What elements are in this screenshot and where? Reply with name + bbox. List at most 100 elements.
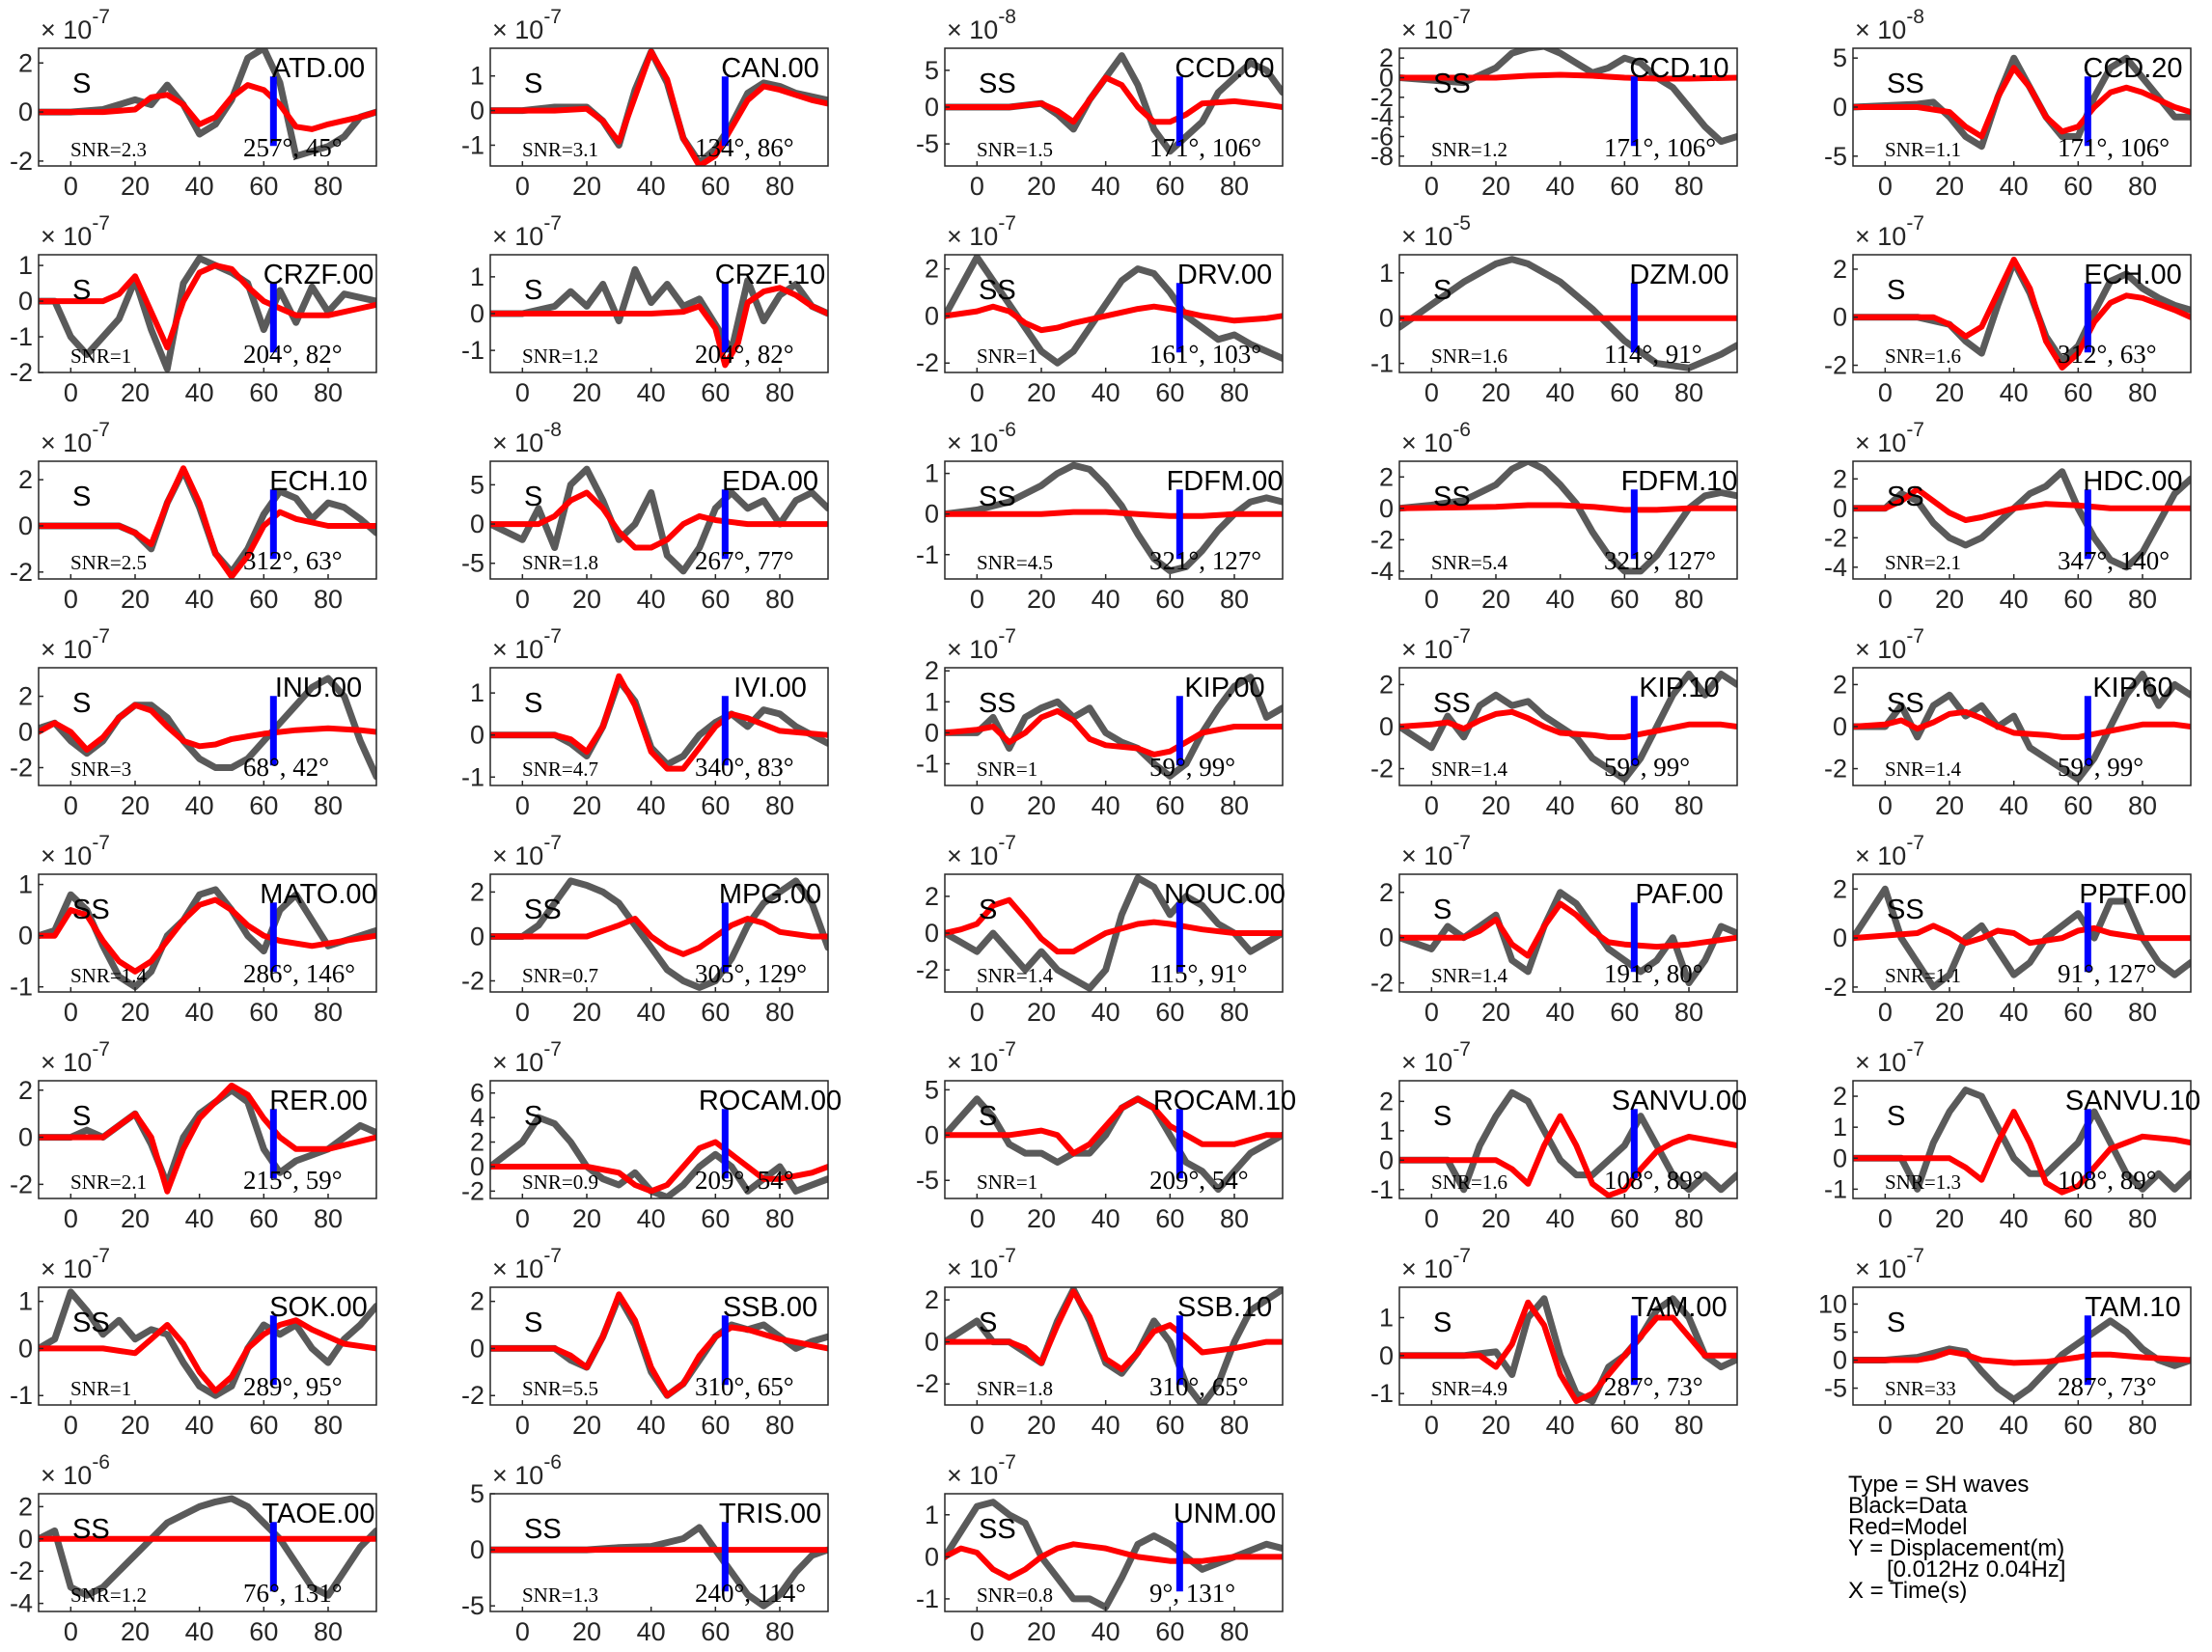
- phase-label: S: [1433, 275, 1452, 306]
- plot-area: [945, 255, 1283, 367]
- plot-area: [490, 465, 828, 575]
- y-tick-label: 0: [470, 96, 484, 125]
- x-tick-label: 60: [1155, 585, 1184, 614]
- azimuth-label: 267°, 77°: [695, 546, 794, 575]
- model-trace: [1853, 257, 2191, 371]
- plot-area: [1399, 1295, 1737, 1405]
- x-tick-label: 0: [515, 998, 530, 1027]
- y-exponent: × 10-6: [492, 1451, 562, 1490]
- x-tick-label: 40: [1546, 1411, 1575, 1440]
- y-exponent-power: -6: [998, 419, 1016, 441]
- snr-label: SNR=1: [977, 344, 1037, 368]
- data-trace: [39, 255, 376, 372]
- y-tick-label: 2: [925, 255, 939, 284]
- y-tick-label: 0: [1833, 303, 1847, 332]
- x-tick-label: 60: [249, 1617, 278, 1646]
- y-exponent: × 10-7: [1855, 1245, 1924, 1283]
- x-tick-label: 0: [1878, 1204, 1893, 1233]
- x-tick-label: 40: [1546, 585, 1575, 614]
- y-exponent: × 10-7: [947, 832, 1016, 870]
- x-tick-label: 20: [121, 585, 150, 614]
- axes-box: [1398, 1286, 1738, 1406]
- x-tick-label: 20: [1481, 1204, 1510, 1233]
- y-tick-label: -2: [10, 754, 33, 783]
- azimuth-label: 59°, 99°: [1149, 753, 1235, 782]
- y-tick-label: 0: [1833, 494, 1847, 523]
- x-tick-label: 40: [2000, 998, 2029, 1027]
- station-label: SANVU.10: [2065, 1086, 2200, 1116]
- x-tick-label: 60: [2063, 1411, 2092, 1440]
- snr-label: SNR=2.1: [1885, 551, 1961, 574]
- data-trace: [490, 877, 828, 991]
- y-exponent: × 10-8: [947, 6, 1016, 44]
- model-trace: [39, 1317, 376, 1394]
- y-tick-label: 2: [18, 682, 33, 711]
- y-exponent-power: -7: [543, 625, 562, 647]
- y-tick-label: 2: [1379, 43, 1394, 72]
- station-label: DRV.00: [1177, 260, 1272, 290]
- x-tick-label: 60: [1155, 1411, 1184, 1440]
- x-tick-label: 80: [1674, 378, 1703, 407]
- y-exponent: × 10-7: [41, 212, 110, 251]
- plot-area: [945, 1287, 1283, 1405]
- y-tick-label: -4: [10, 1589, 33, 1618]
- x-tick-label: 80: [765, 1617, 794, 1646]
- x-tick-label: 40: [185, 1617, 214, 1646]
- y-tick-label: 0: [18, 1525, 33, 1554]
- x-tick-label: 40: [2000, 1411, 2029, 1440]
- x-tick-label: 40: [637, 998, 666, 1027]
- y-tick-label: 0: [925, 1542, 939, 1571]
- model-trace: [39, 82, 376, 132]
- x-tick-label: 80: [314, 1617, 343, 1646]
- y-tick-label: 2: [18, 1076, 33, 1105]
- x-tick-label: 60: [701, 172, 730, 201]
- azimuth-label: 59°, 99°: [2058, 753, 2143, 782]
- azimuth-label: 191°, 80°: [1604, 959, 1703, 988]
- station-label: SSB.00: [723, 1292, 817, 1323]
- phase-label: S: [1887, 1308, 1905, 1338]
- snr-label: SNR=1.4: [1431, 964, 1507, 987]
- station-label: CCD.20: [2083, 53, 2182, 84]
- y-exponent-power: -8: [543, 419, 562, 441]
- y-tick-label: -1: [916, 540, 939, 569]
- y-exponent-power: -7: [1452, 832, 1471, 854]
- azimuth-label: 134°, 86°: [695, 133, 794, 162]
- data-trace: [1853, 885, 2191, 991]
- plot-area: [1853, 885, 2191, 991]
- x-tick-label: 20: [572, 791, 601, 820]
- snr-label: SNR=5.5: [522, 1377, 598, 1400]
- y-tick-label: 0: [1833, 923, 1847, 952]
- azimuth-label: 171°, 106°: [1604, 133, 1716, 162]
- station-label: DZM.00: [1629, 260, 1728, 290]
- azimuth-label: 91°, 127°: [2058, 959, 2157, 988]
- x-tick-label: 80: [314, 172, 343, 201]
- model-trace: [39, 1082, 376, 1195]
- x-tick-label: 60: [1610, 378, 1639, 407]
- axes-box: [1398, 460, 1738, 580]
- y-tick-label: -1: [10, 973, 33, 1002]
- x-tick-label: 20: [1935, 791, 1964, 820]
- model-trace: [945, 1095, 1283, 1157]
- x-tick-label: 80: [314, 1204, 343, 1233]
- x-tick-label: 20: [1935, 1204, 1964, 1233]
- y-tick-label: 2: [18, 48, 33, 77]
- panel-ech-00: 0 20 40 60 80 -2 0 2 × 10-7 ECH.00 S SNR=1.6 312°, 6…: [1824, 212, 2192, 407]
- y-tick-label: 0: [18, 1334, 33, 1363]
- x-tick-label: 0: [515, 791, 530, 820]
- x-tick-label: 0: [515, 1617, 530, 1646]
- y-exponent: × 10-7: [947, 625, 1016, 664]
- model-trace: [1853, 708, 2191, 740]
- phase-label: SS: [1433, 69, 1471, 99]
- y-exponent: × 10-8: [1855, 6, 1924, 44]
- x-tick-label: 40: [185, 791, 214, 820]
- x-tick-label: 60: [249, 1411, 278, 1440]
- x-tick-label: 40: [1092, 1204, 1120, 1233]
- x-tick-label: 80: [314, 791, 343, 820]
- azimuth-label: 347°, 140°: [2058, 546, 2170, 575]
- azimuth-label: 204°, 82°: [243, 340, 343, 369]
- snr-label: SNR=3.1: [522, 138, 598, 161]
- plot-area: [1853, 468, 2191, 571]
- x-tick-label: 0: [64, 1204, 78, 1233]
- model-trace: [490, 1291, 828, 1399]
